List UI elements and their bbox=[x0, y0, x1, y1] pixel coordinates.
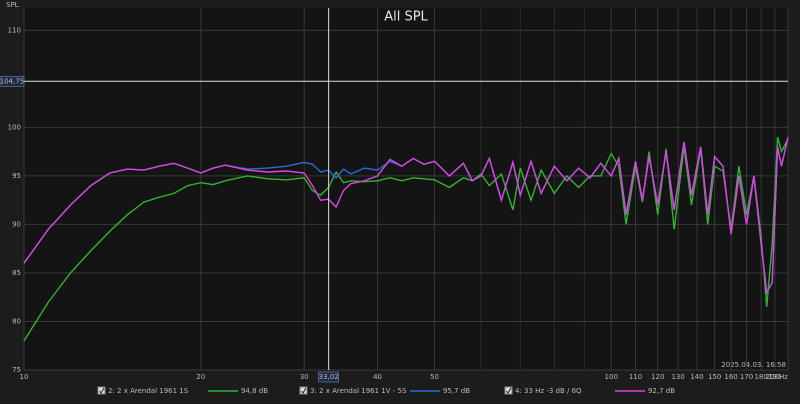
cursor-label-box bbox=[318, 371, 339, 383]
y-tick-label: 95 bbox=[12, 172, 21, 180]
legend-label: 3: 2 x Arendal 1961 1V - 5S bbox=[310, 387, 407, 395]
timestamp: 2025.04.03. 16:58 bbox=[721, 361, 786, 369]
legend-checkbox[interactable] bbox=[504, 386, 513, 395]
x-tick-label: 140 bbox=[690, 373, 703, 381]
x-tick-label: 100 bbox=[605, 373, 618, 381]
x-tick-label: 150 bbox=[708, 373, 721, 381]
x-tick-label: 130 bbox=[671, 373, 684, 381]
cursor-label-box bbox=[0, 75, 25, 87]
chart-title: All SPL bbox=[384, 10, 428, 25]
y-tick-label: 75 bbox=[12, 366, 21, 374]
cursor-x-label: 33,02 bbox=[319, 373, 339, 381]
x-tick-label: 190 bbox=[768, 373, 781, 381]
y-axis-label: SPL bbox=[6, 1, 19, 9]
x-tick-label: 120 bbox=[651, 373, 664, 381]
series-line bbox=[23, 136, 789, 295]
legend-level: 94,8 dB bbox=[241, 387, 268, 395]
x-tick-label: 40 bbox=[373, 373, 382, 381]
cursor-y-label: 104,75 bbox=[0, 77, 24, 85]
x-tick-label: 50 bbox=[430, 373, 439, 381]
x-tick-label: 10 bbox=[20, 373, 29, 381]
y-tick-label: 100 bbox=[8, 123, 21, 131]
x-tick-label: 160 bbox=[724, 373, 737, 381]
x-tick-label: 180 bbox=[754, 373, 767, 381]
legend-check bbox=[506, 387, 512, 394]
x-tick-label: 20 bbox=[196, 373, 205, 381]
legend-check bbox=[99, 387, 105, 394]
x-tick-label: 200Hz bbox=[766, 373, 789, 381]
legend-level: 92,7 dB bbox=[648, 387, 675, 395]
y-tick-label: 85 bbox=[12, 269, 21, 277]
legend-checkbox[interactable] bbox=[299, 386, 308, 395]
y-tick-label: 80 bbox=[12, 317, 21, 325]
plot-area bbox=[24, 8, 788, 370]
y-tick-label: 110 bbox=[8, 26, 21, 34]
legend-level: 95,7 dB bbox=[443, 387, 470, 395]
x-tick-label: 110 bbox=[629, 373, 642, 381]
legend-check bbox=[301, 387, 307, 394]
legend-label: 2: 2 x Arendal 1961 1S bbox=[108, 387, 189, 395]
y-tick-label: 90 bbox=[12, 220, 21, 228]
x-tick-label: 170 bbox=[740, 373, 753, 381]
legend-label: 4: 33 Hz -3 dB / 6Q bbox=[515, 387, 582, 395]
legend-checkbox[interactable] bbox=[97, 386, 106, 395]
x-tick-label: 30 bbox=[300, 373, 309, 381]
